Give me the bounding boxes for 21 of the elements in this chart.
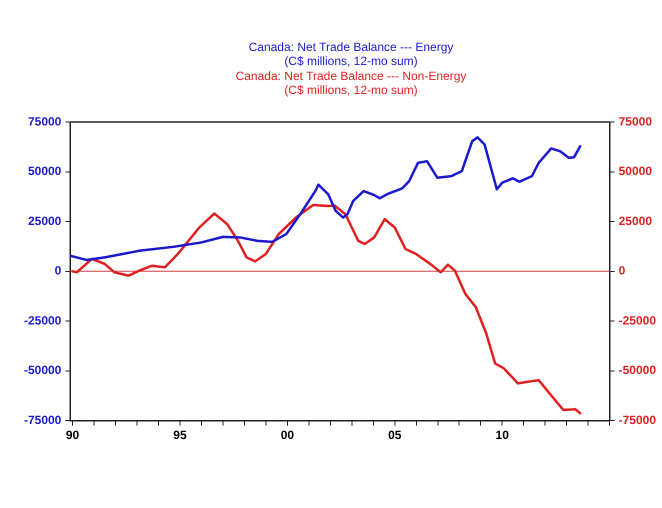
- y-tick-label: 0: [54, 264, 62, 278]
- y-tick-label: -50000: [24, 363, 62, 378]
- y-tick-label: -75000: [24, 412, 62, 427]
- y2-tick-label: 50000: [618, 164, 652, 178]
- x-tick-label: 05: [388, 428, 402, 442]
- text: Canada: Net Trade Balance --- Non-Energy (C$ millions, 12-mo sum): [234, 69, 468, 97]
- y2-tick-label: 75000: [618, 114, 652, 128]
- x-tick-label: 95: [173, 428, 187, 442]
- y-tick-label: -25000: [24, 313, 62, 328]
- x-tick-label: 90: [66, 428, 80, 442]
- y2-tick-label: -25000: [618, 313, 656, 328]
- y-tick-label: 75000: [28, 114, 62, 128]
- y-tick-label: 50000: [28, 164, 62, 178]
- y-tick-label: 25000: [28, 214, 62, 228]
- text: Canada: Net Trade Balance --- Energy (C$ millions, 12-mo sum): [248, 40, 454, 68]
- x-tick-label: 00: [280, 428, 294, 442]
- y2-tick-label: -75000: [618, 412, 656, 427]
- y2-tick-label: 0: [618, 264, 626, 278]
- x-tick-label: 10: [496, 428, 510, 442]
- y2-tick-label: -50000: [618, 363, 656, 378]
- y2-tick-label: 25000: [618, 214, 652, 228]
